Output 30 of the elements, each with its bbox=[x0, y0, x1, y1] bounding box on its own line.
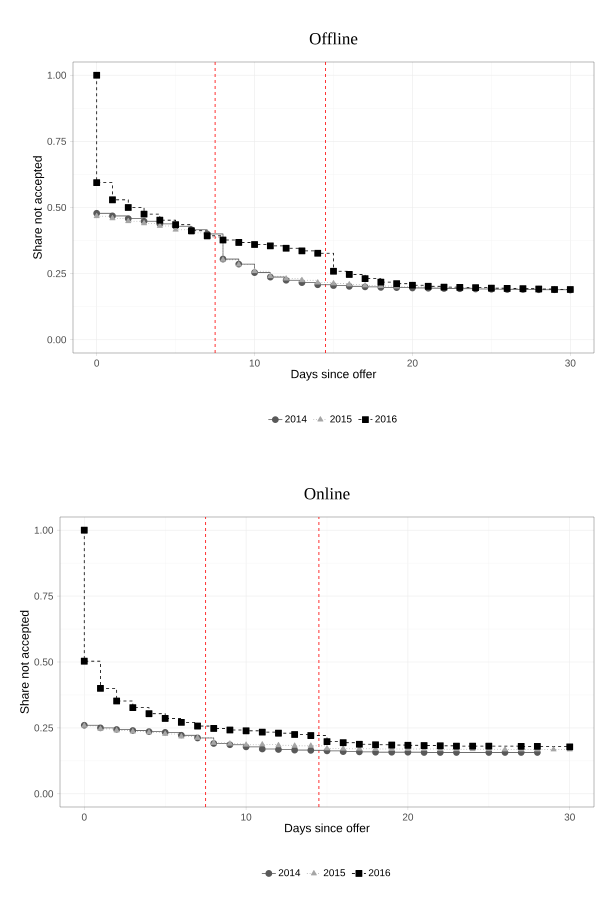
legend-label: 2016 bbox=[368, 869, 390, 876]
x-tick-label: 20 bbox=[402, 814, 414, 821]
y-tick-label: 0.75 bbox=[47, 138, 66, 145]
y-tick-label: 1.00 bbox=[34, 526, 54, 534]
legend-label: 2014 bbox=[278, 869, 300, 876]
chart-title: Online bbox=[304, 488, 350, 500]
x-tick-label: 30 bbox=[565, 360, 576, 367]
y-tick-label: 0.25 bbox=[47, 270, 66, 278]
x-axis-title: Days since offer bbox=[285, 823, 370, 835]
y-tick-label: 0.25 bbox=[34, 724, 54, 732]
y-tick-label: 1.00 bbox=[48, 72, 66, 79]
legend-label: 2015 bbox=[324, 869, 346, 876]
x-tick-label: 20 bbox=[407, 360, 418, 367]
x-tick-label: 10 bbox=[241, 814, 252, 821]
y-axis-title: Share not accepted bbox=[20, 610, 32, 714]
x-tick-label: 10 bbox=[250, 360, 260, 367]
y-tick-label: 0.75 bbox=[34, 592, 54, 600]
x-tick-label: 30 bbox=[564, 814, 575, 821]
legend-label: 2015 bbox=[330, 415, 352, 422]
legend-label: 2014 bbox=[285, 415, 307, 422]
x-tick-label: 0 bbox=[94, 360, 100, 367]
x-axis-title: Days since offer bbox=[292, 369, 376, 381]
legend-label: 2016 bbox=[375, 415, 397, 422]
chart-title: Offline bbox=[310, 32, 358, 44]
x-tick-label: 0 bbox=[82, 814, 87, 821]
y-tick-label: 0.00 bbox=[47, 336, 66, 344]
y-tick-label: 0.00 bbox=[34, 790, 54, 798]
y-tick-label: 0.50 bbox=[47, 204, 66, 212]
y-tick-label: 0.50 bbox=[34, 658, 54, 666]
y-axis-title: Share not accepted bbox=[32, 156, 44, 259]
